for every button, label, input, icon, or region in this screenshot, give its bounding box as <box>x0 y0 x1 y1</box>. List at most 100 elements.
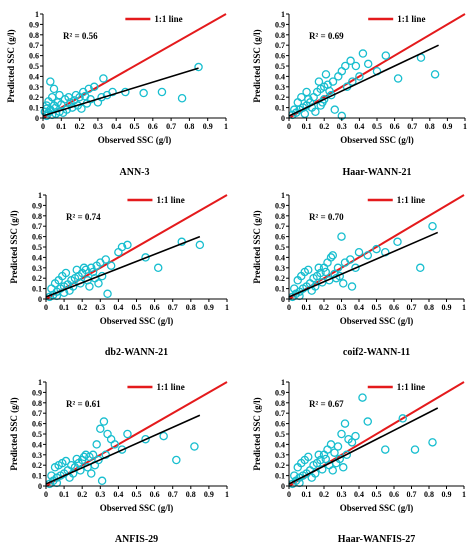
y-tick-label: 1 <box>281 378 285 387</box>
x-tick-label: 0.3 <box>337 303 347 312</box>
x-tick-label: 0.4 <box>354 122 364 131</box>
data-point <box>333 263 343 273</box>
data-point <box>314 77 324 86</box>
x-tick-label: 0 <box>44 303 48 312</box>
data-point <box>393 74 403 83</box>
x-tick-label: 0.4 <box>354 490 364 499</box>
data-point <box>311 107 320 117</box>
data-point <box>323 258 332 267</box>
r-squared-label: R² = 0.56 <box>63 31 98 41</box>
data-point <box>106 434 116 444</box>
x-axis-label: Observed SSC (g/l) <box>340 135 414 145</box>
data-point <box>153 263 163 273</box>
x-tick-label: 1 <box>462 490 466 499</box>
data-point <box>77 104 86 113</box>
x-axis-label: Observed SSC (g/l) <box>100 503 174 513</box>
data-point <box>430 70 440 79</box>
data-point <box>326 440 336 449</box>
data-point <box>321 267 330 277</box>
data-point <box>341 61 350 71</box>
data-point <box>342 450 351 460</box>
x-tick-label: 0.7 <box>168 303 178 312</box>
data-point <box>47 284 56 293</box>
data-point <box>300 109 310 119</box>
data-point <box>89 82 99 92</box>
y-tick-label: 0.4 <box>275 440 285 449</box>
data-point <box>68 282 78 291</box>
data-point <box>157 87 167 97</box>
data-point <box>372 244 381 254</box>
x-tick-label: 0.4 <box>354 303 364 312</box>
data-point <box>88 267 98 277</box>
y-tick-label: 0.7 <box>32 409 42 418</box>
panel-caption: Haar-WANFIS-27 <box>338 534 415 545</box>
y-tick-label: 0.7 <box>32 222 42 231</box>
data-point <box>103 289 112 299</box>
data-point <box>428 221 437 231</box>
x-tick-label: 0 <box>44 490 48 499</box>
y-tick-label: 0.6 <box>32 233 42 242</box>
legend-label: 1:1 line <box>397 14 425 24</box>
data-point <box>334 72 343 81</box>
y-tick-label: 0.3 <box>275 451 285 460</box>
data-point <box>328 251 337 260</box>
fit-line <box>288 44 439 117</box>
data-point <box>141 434 150 444</box>
data-point <box>172 455 181 465</box>
x-tick-label: 0.2 <box>319 490 329 499</box>
data-point <box>46 77 55 86</box>
y-tick-label: 0.4 <box>29 72 39 81</box>
data-point <box>351 61 361 71</box>
y-tick-label: 0.2 <box>275 461 285 470</box>
y-tick-label: 1 <box>38 378 42 387</box>
x-tick-label: 0.1 <box>56 122 66 131</box>
data-point <box>358 393 367 402</box>
fit-line <box>288 231 439 298</box>
y-tick-label: 0.4 <box>32 253 42 262</box>
y-axis-label: Predicted SSC (g/l) <box>252 29 262 102</box>
data-point <box>380 445 390 454</box>
x-tick-label: 1 <box>463 122 467 131</box>
data-point <box>141 253 150 262</box>
data-point <box>79 263 89 273</box>
x-tick-label: 0.4 <box>113 303 123 312</box>
data-point <box>337 232 346 241</box>
x-tick-label: 0.7 <box>166 122 176 131</box>
data-point <box>328 466 337 475</box>
x-tick-label: 0.5 <box>132 490 142 499</box>
y-tick-label: 0.9 <box>29 20 39 29</box>
data-point <box>333 442 343 451</box>
x-tick-label: 0.3 <box>95 303 105 312</box>
x-tick-label: 1 <box>225 303 229 312</box>
data-point <box>293 98 303 107</box>
data-point <box>103 429 112 439</box>
data-point <box>79 452 89 462</box>
data-point <box>321 70 331 79</box>
data-point <box>114 247 123 257</box>
x-tick-label: 0.5 <box>132 303 142 312</box>
y-tick-label: 0.4 <box>275 253 285 262</box>
x-tick-label: 0 <box>287 303 291 312</box>
x-tick-label: 1 <box>225 490 229 499</box>
data-point <box>330 448 339 457</box>
x-tick-label: 0.2 <box>319 122 329 131</box>
y-tick-label: 0.1 <box>29 104 39 113</box>
x-tick-label: 0.8 <box>186 303 196 312</box>
data-point <box>96 424 105 434</box>
r-squared-label: R² = 0.70 <box>309 212 344 222</box>
x-tick-label: 0.1 <box>302 303 312 312</box>
data-point <box>97 476 107 486</box>
data-point <box>195 240 205 250</box>
x-tick-label: 0 <box>41 122 45 131</box>
x-tick-label: 0 <box>287 490 291 499</box>
data-point <box>355 72 364 81</box>
y-axis-label: Predicted SSC (g/l) <box>9 210 19 283</box>
y-tick-label: 0.8 <box>29 31 39 40</box>
x-tick-label: 0.4 <box>111 122 121 131</box>
x-tick-label: 0.9 <box>442 303 452 312</box>
data-point <box>106 261 116 270</box>
chart-panel-2: 0 0.1 0.2 0.3 0.4 0.5 0.6 0.7 0.8 0.9 100.10.20.30… <box>252 10 467 178</box>
x-tick-label: 0.6 <box>389 303 399 312</box>
data-point <box>328 77 338 86</box>
